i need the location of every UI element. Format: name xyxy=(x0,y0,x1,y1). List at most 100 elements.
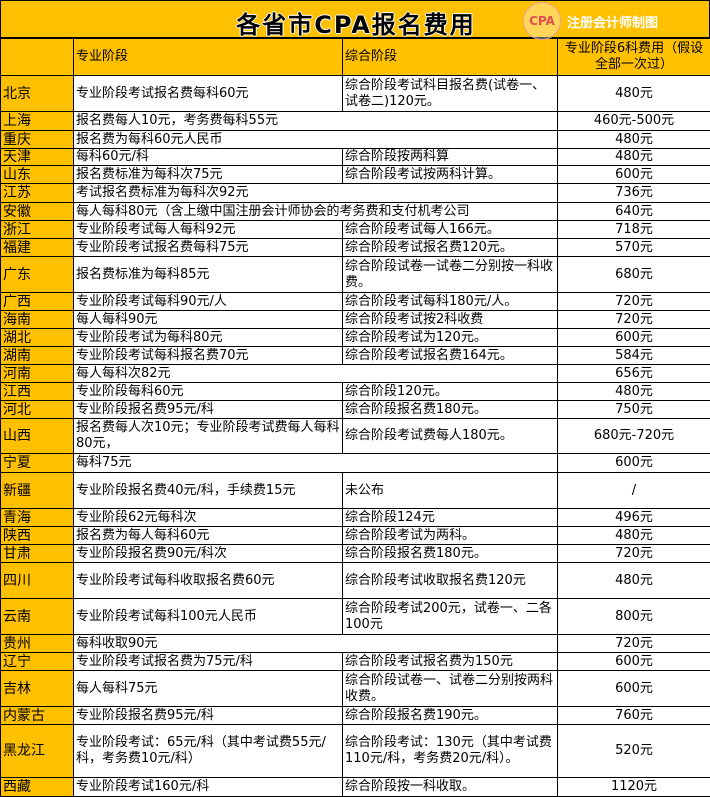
province-cell: 江西 xyxy=(1,383,74,401)
fee-cell: 520元 xyxy=(558,725,710,778)
province-cell: 湖北 xyxy=(1,329,74,347)
fee-cell: 736元 xyxy=(558,184,710,203)
comprehensive-cell: 综合阶段124元 xyxy=(343,509,558,527)
fee-cell: 600元 xyxy=(558,671,710,707)
fee-cell: 460元-500元 xyxy=(558,112,710,131)
fee-cell: 600元 xyxy=(558,329,710,347)
professional-cell: 专业阶段考试：65元/科（其中考试费55元/科，考务费10元/科） xyxy=(74,725,343,778)
comprehensive-cell: 综合阶段考试收取报名费120元 xyxy=(343,563,558,599)
table-row: 江西专业阶段每科60元综合阶段120元。480元 xyxy=(1,383,710,401)
title-bar: 各省市CPA报名费用 CPA 注册会计师制图 xyxy=(0,0,710,38)
comprehensive-cell: 综合阶段试卷一、试卷二分别按两科收费。 xyxy=(343,671,558,707)
fee-cell: 640元 xyxy=(558,203,710,221)
fee-cell: 480元 xyxy=(558,131,710,149)
professional-cell: 报名费为每人每科60元 xyxy=(74,527,343,545)
header-fee: 专业阶段6科费用（假设全部一次过） xyxy=(558,39,710,76)
fee-cell: 600元 xyxy=(558,653,710,671)
fee-cell: 718元 xyxy=(558,221,710,239)
fee-cell: 656元 xyxy=(558,365,710,383)
table-row: 甘肃专业阶段报名费90元/科次综合阶段报名费180元。720元 xyxy=(1,545,710,563)
comprehensive-cell: 综合阶段报名费180元。 xyxy=(343,545,558,563)
province-cell: 河北 xyxy=(1,401,74,419)
professional-cell: 专业阶段每科60元 xyxy=(74,383,343,401)
professional-cell: 专业阶段报名费90元/科次 xyxy=(74,545,343,563)
province-cell: 山东 xyxy=(1,166,74,184)
table-row: 湖南专业阶段考试每科报名费70元综合阶段考试报名费164元。584元 xyxy=(1,347,710,365)
professional-cell: 专业阶段考试为每科80元 xyxy=(74,329,343,347)
professional-cell: 报名费为每科60元人民币 xyxy=(74,131,558,149)
comprehensive-cell: 综合阶段考试按2科收费 xyxy=(343,311,558,329)
table-row: 新疆专业阶段报名费40元/科，手续费15元未公布/ xyxy=(1,473,710,509)
table-row: 陕西报名费为每人每科60元综合阶段考试为两科。480元 xyxy=(1,527,710,545)
professional-cell: 每科60元/科 xyxy=(74,149,343,166)
professional-cell: 每人每科次82元 xyxy=(74,365,558,383)
province-cell: 天津 xyxy=(1,149,74,166)
professional-cell: 专业阶段考试报名费为75元/科 xyxy=(74,653,343,671)
fee-table: 专业阶段 综合阶段 专业阶段6科费用（假设全部一次过） 北京专业阶段考试报名费每… xyxy=(0,38,710,797)
comprehensive-cell: 综合阶段考试科目报名费(试卷一、试卷二)120元。 xyxy=(343,76,558,112)
province-cell: 安徽 xyxy=(1,203,74,221)
table-row: 山西报名费每人次10元；专业阶段考试费每人每科80元，综合阶段考试费每人180元… xyxy=(1,419,710,454)
fee-cell: 720元 xyxy=(558,311,710,329)
province-cell: 贵州 xyxy=(1,635,74,653)
province-cell: 海南 xyxy=(1,311,74,329)
province-cell: 西藏 xyxy=(1,778,74,797)
comprehensive-cell: 综合阶段考试为两科。 xyxy=(343,527,558,545)
province-cell: 福建 xyxy=(1,239,74,257)
province-cell: 湖南 xyxy=(1,347,74,365)
comprehensive-cell: 综合阶段按一科收取。 xyxy=(343,778,558,797)
fee-cell: 760元 xyxy=(558,707,710,725)
province-cell: 辽宁 xyxy=(1,653,74,671)
header-row: 专业阶段 综合阶段 专业阶段6科费用（假设全部一次过） xyxy=(1,39,710,76)
fee-cell: / xyxy=(558,473,710,509)
comprehensive-cell: 综合阶段考试200元，试卷一、二各100元 xyxy=(343,599,558,635)
professional-cell: 报名费标准为每科85元 xyxy=(74,257,343,293)
professional-cell: 专业阶段62元每科次 xyxy=(74,509,343,527)
fee-cell: 720元 xyxy=(558,545,710,563)
fee-cell: 480元 xyxy=(558,383,710,401)
province-cell: 黑龙江 xyxy=(1,725,74,778)
fee-cell: 600元 xyxy=(558,166,710,184)
table-row: 西藏专业阶段考试160元/科综合阶段按一科收取。1120元 xyxy=(1,778,710,797)
professional-cell: 每科75元 xyxy=(74,454,558,473)
professional-cell: 专业阶段报名费95元/科 xyxy=(74,707,343,725)
comprehensive-cell: 综合阶段考试为120元。 xyxy=(343,329,558,347)
fee-cell: 496元 xyxy=(558,509,710,527)
professional-cell: 专业阶段考试每科100元人民币 xyxy=(74,599,343,635)
comprehensive-cell: 综合阶段报名费180元。 xyxy=(343,401,558,419)
header-comprehensive: 综合阶段 xyxy=(343,39,558,76)
table-row: 福建专业阶段考试报名费每科75元综合阶段考试报名费120元。570元 xyxy=(1,239,710,257)
professional-cell: 专业阶段考试每科90元/人 xyxy=(74,293,343,311)
province-cell: 江苏 xyxy=(1,184,74,203)
professional-cell: 每科收取90元 xyxy=(74,635,558,653)
professional-cell: 专业阶段考试160元/科 xyxy=(74,778,343,797)
fee-cell: 680元-720元 xyxy=(558,419,710,454)
header-province xyxy=(1,39,74,76)
province-cell: 新疆 xyxy=(1,473,74,509)
province-cell: 内蒙古 xyxy=(1,707,74,725)
province-cell: 四川 xyxy=(1,563,74,599)
fee-cell: 720元 xyxy=(558,635,710,653)
professional-cell: 每人每科90元 xyxy=(74,311,343,329)
fee-cell: 480元 xyxy=(558,563,710,599)
comprehensive-cell: 综合阶段按两科算 xyxy=(343,149,558,166)
table-row: 湖北专业阶段考试为每科80元综合阶段考试为120元。600元 xyxy=(1,329,710,347)
fee-cell: 720元 xyxy=(558,293,710,311)
professional-cell: 专业阶段考试每人每科92元 xyxy=(74,221,343,239)
comprehensive-cell: 综合阶段考试报名费164元。 xyxy=(343,347,558,365)
professional-cell: 专业阶段考试报名费每科75元 xyxy=(74,239,343,257)
professional-cell: 报名费每人次10元；专业阶段考试费每人每科80元， xyxy=(74,419,343,454)
table-row: 河北专业阶段报名费95元/科综合阶段报名费180元。750元 xyxy=(1,401,710,419)
comprehensive-cell: 综合阶段考试每人166元。 xyxy=(343,221,558,239)
comprehensive-cell: 综合阶段考试报名费为150元 xyxy=(343,653,558,671)
table-row: 山东报名费标准为每科次75元综合阶段考试按两科计算。600元 xyxy=(1,166,710,184)
province-cell: 河南 xyxy=(1,365,74,383)
